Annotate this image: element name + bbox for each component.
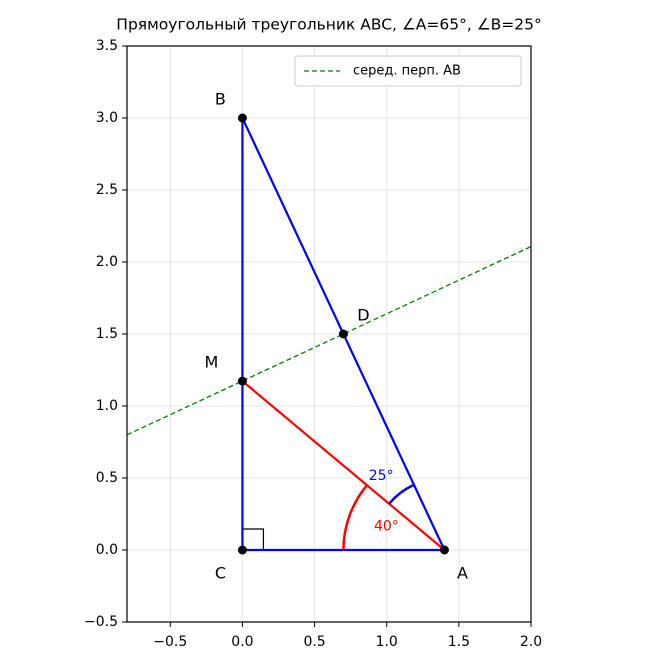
angle-label: 40° <box>374 519 399 535</box>
point <box>237 545 247 555</box>
x-tick-label: 0.5 <box>303 634 325 650</box>
bisector-line <box>127 246 531 436</box>
x-tick-label: −0.5 <box>153 634 187 650</box>
right-angle-marker <box>242 528 265 550</box>
x-tick-label: 2.0 <box>520 634 542 650</box>
y-tick-label: 3.5 <box>96 38 118 54</box>
axes-frame <box>126 45 532 623</box>
point <box>338 329 348 339</box>
y-tick-label: 1.5 <box>96 326 118 342</box>
y-tick-label: −0.5 <box>84 614 118 630</box>
legend-label: серед. перп. AB <box>353 64 461 79</box>
point-label: A <box>457 564 468 583</box>
x-tick-label: 0.0 <box>231 634 253 650</box>
y-tick-label: 2.0 <box>96 254 118 270</box>
point <box>237 376 247 386</box>
point <box>237 113 247 123</box>
angle-label: 25° <box>369 468 394 484</box>
x-tick-label: 1.5 <box>448 634 470 650</box>
angle-arc <box>342 484 369 551</box>
y-tick-label: 0.0 <box>96 542 118 558</box>
y-tick-label: 2.5 <box>96 182 118 198</box>
x-tick-label: 1.0 <box>376 634 398 650</box>
angle-arc <box>388 483 415 505</box>
segment <box>241 380 446 551</box>
point-label: C <box>215 564 226 583</box>
point-label: B <box>215 90 226 109</box>
y-tick-label: 3.0 <box>96 110 118 126</box>
point <box>439 545 449 555</box>
y-tick-label: 0.5 <box>96 470 118 486</box>
chart-title: Прямоугольный треугольник ABC, ∠A=65°, ∠… <box>116 16 541 34</box>
point-label: D <box>357 306 369 325</box>
legend-box <box>294 55 522 87</box>
point-label: M <box>205 353 219 372</box>
y-tick-label: 1.0 <box>96 398 118 414</box>
